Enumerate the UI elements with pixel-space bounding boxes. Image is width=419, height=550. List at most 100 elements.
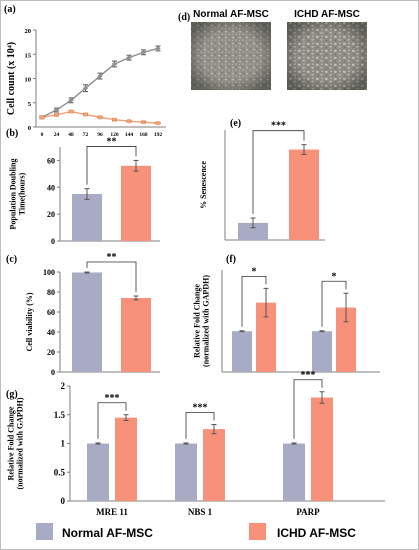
micrograph-caption-ichd: ICHD AF-MSC <box>294 9 360 20</box>
data-point-a-ichd <box>98 115 102 120</box>
y-axis-label-line: Time(hours) <box>18 172 27 215</box>
data-point-a-normal <box>68 97 74 103</box>
data-point-a-normal <box>53 107 60 113</box>
y-tick-label-b: 0 <box>51 237 55 246</box>
significance-label-g-0: *** <box>105 393 120 404</box>
x-tick-label-a: 24 <box>54 132 60 138</box>
panel-label-d: (d) <box>178 12 190 23</box>
legend: Normal AF-MSC ICHD AF-MSC <box>36 523 356 540</box>
data-point-a-normal <box>126 55 132 61</box>
y-axis-label-line: Population Doubling <box>9 159 18 230</box>
data-point-a-ichd <box>127 119 131 124</box>
x-tick-label-a: 168 <box>139 132 148 138</box>
significance-bracket-e <box>252 130 305 214</box>
series-line-a-0 <box>41 47 159 118</box>
y-tick-label-a: 5 <box>28 101 32 108</box>
x-tick-label-a: 192 <box>154 132 163 138</box>
bar-f-normal <box>232 331 252 372</box>
y-tick-label-b: 20 <box>47 210 55 219</box>
bar-f-ichd <box>336 307 356 372</box>
y-axis-label-a: Cell count (x 10⁴) <box>6 42 17 115</box>
significance-bracket-g-0 <box>97 402 127 439</box>
data-point-a-ichd <box>156 121 160 126</box>
y-axis-label-f: Relative Fold Change(normalized with GAP… <box>193 275 211 367</box>
significance-bracket-b <box>86 146 137 185</box>
y-axis-label-line: Cell viability (%) <box>25 292 34 351</box>
significance-label-g-2: *** <box>301 370 316 381</box>
data-point-a-ichd <box>69 109 73 114</box>
y-tick-label-c: 80 <box>47 288 55 297</box>
bar-f-ichd <box>256 302 276 372</box>
y-tick-label-c: 40 <box>47 328 55 337</box>
bar-g-normal <box>283 443 305 501</box>
y-tick-label-g: 0.5 <box>54 467 66 477</box>
data-point-a-ichd <box>112 117 117 122</box>
panel-label-g: (g) <box>6 389 18 400</box>
bar-e-normal <box>238 222 268 240</box>
bar-b-ichd <box>121 165 151 241</box>
y-axis-label-line: Relative Fold Change <box>193 284 202 358</box>
panel-label-c: (c) <box>6 254 17 265</box>
x-tick-label-a: 48 <box>68 132 74 138</box>
y-axis-label-line: Relative Fold Change <box>7 406 16 480</box>
significance-label-e: *** <box>271 121 286 132</box>
y-axis-label-c: Cell viability (%) <box>25 292 34 351</box>
y-tick-label-c: 0 <box>51 368 55 377</box>
x-tick-label-a: 96 <box>97 132 103 138</box>
bar-g-ichd <box>311 397 333 501</box>
legend-swatch-ichd <box>249 523 266 540</box>
data-point-a-ichd <box>83 112 88 117</box>
significance-bracket-c <box>86 261 137 292</box>
y-tick-label-c: 20 <box>47 348 55 357</box>
y-tick-label-g: 2 <box>61 381 66 391</box>
x-tick-label-a: 144 <box>125 132 134 138</box>
significance-label-b: ** <box>107 136 117 147</box>
significance-label-f-1: * <box>332 271 337 282</box>
y-tick-label-c: 60 <box>47 308 55 317</box>
legend-swatch-normal <box>36 523 53 540</box>
y-tick-label-a: 15 <box>25 52 32 59</box>
significance-bracket-g-1 <box>185 412 215 439</box>
bar-b-normal <box>72 194 102 241</box>
category-label-g: PARP <box>296 507 320 517</box>
bar-g-normal <box>87 443 109 501</box>
data-point-a-ichd <box>141 120 146 125</box>
significance-bracket-f-1 <box>321 280 347 327</box>
panel-label-e: (e) <box>230 118 241 129</box>
legend-label-normal: Normal AF-MSC <box>62 526 153 540</box>
y-tick-label-a: 0 <box>28 125 31 132</box>
y-tick-label-c: 100 <box>43 268 55 277</box>
bar-e-ichd <box>289 149 319 240</box>
x-tick-label-a: 72 <box>83 132 89 138</box>
legend-label-ichd: ICHD AF-MSC <box>277 526 356 540</box>
y-tick-label-b: 60 <box>47 156 55 165</box>
panel-label-b: (b) <box>6 128 18 139</box>
significance-bracket-g-2 <box>293 379 323 439</box>
panel-label-f: (f) <box>226 254 236 265</box>
y-axis-label-line: % Senescence <box>199 161 208 209</box>
micrograph-panel: (d) Normal AF-MSC ICHD AF-MSC <box>178 9 367 90</box>
data-point-a-normal <box>140 49 147 55</box>
y-tick-label-g: 1 <box>61 439 66 449</box>
micrograph-ichd-vignette <box>287 22 367 90</box>
data-point-a-normal <box>155 45 161 52</box>
bar-g-ichd <box>203 429 225 501</box>
data-point-a-normal <box>111 61 118 67</box>
x-tick-label-a: 120 <box>110 132 119 138</box>
y-tick-label-b: 40 <box>47 183 55 192</box>
bar-g-normal <box>175 443 197 501</box>
significance-label-g-1: *** <box>193 403 208 414</box>
y-axis-label-line: (normalized with GAPDH) <box>202 275 211 367</box>
bar-g-ichd <box>115 417 137 501</box>
category-label-g: MRE 11 <box>96 507 128 517</box>
micrograph-caption-normal: Normal AF-MSC <box>193 9 269 20</box>
x-tick-label-a: 0 <box>41 132 44 138</box>
y-axis-label-line: (normalized with GAPDH) <box>16 397 25 489</box>
data-point-a-ichd <box>40 115 44 120</box>
bar-c-normal <box>72 272 102 372</box>
bar-f-normal <box>312 331 332 372</box>
y-axis-label-b: Population DoublingTime(hours) <box>9 159 27 230</box>
micrograph-normal-vignette <box>191 22 271 90</box>
